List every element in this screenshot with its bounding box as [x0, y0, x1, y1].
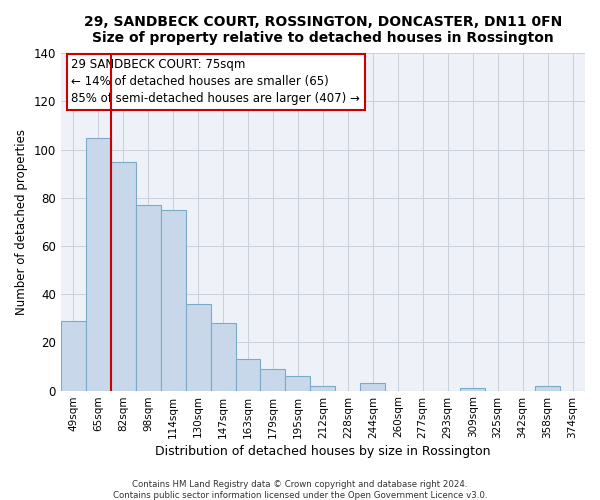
Text: 29 SANDBECK COURT: 75sqm
← 14% of detached houses are smaller (65)
85% of semi-d: 29 SANDBECK COURT: 75sqm ← 14% of detach… [71, 58, 360, 106]
Bar [61, 320, 86, 390]
Bar [136, 205, 161, 390]
Bar [361, 384, 385, 390]
Bar [86, 138, 111, 390]
Bar [260, 369, 286, 390]
Y-axis label: Number of detached properties: Number of detached properties [15, 129, 28, 315]
Bar [185, 304, 211, 390]
Bar [161, 210, 185, 390]
Bar [460, 388, 485, 390]
Title: 29, SANDBECK COURT, ROSSINGTON, DONCASTER, DN11 0FN
Size of property relative to: 29, SANDBECK COURT, ROSSINGTON, DONCASTE… [84, 15, 562, 45]
Bar [535, 386, 560, 390]
Bar [310, 386, 335, 390]
Bar [111, 162, 136, 390]
Bar [236, 360, 260, 390]
X-axis label: Distribution of detached houses by size in Rossington: Distribution of detached houses by size … [155, 444, 491, 458]
Bar [286, 376, 310, 390]
Bar [211, 323, 236, 390]
Text: Contains HM Land Registry data © Crown copyright and database right 2024.
Contai: Contains HM Land Registry data © Crown c… [113, 480, 487, 500]
